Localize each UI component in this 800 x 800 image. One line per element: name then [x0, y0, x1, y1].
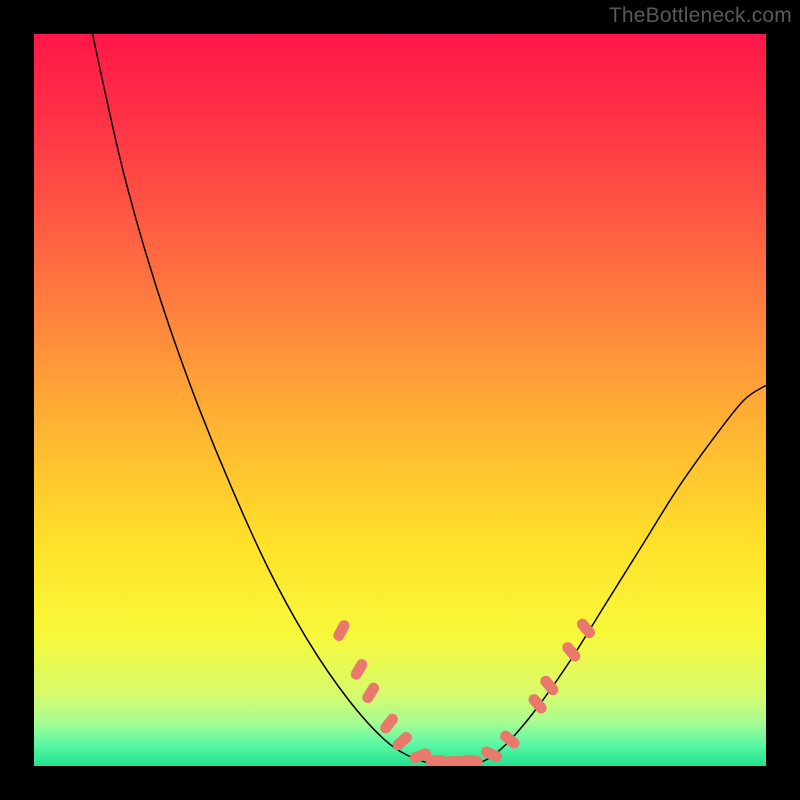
watermark-text: TheBottleneck.com	[609, 4, 792, 28]
chart-container: TheBottleneck.com	[0, 0, 800, 800]
bottleneck-chart	[34, 34, 766, 766]
gradient-background	[34, 34, 766, 766]
